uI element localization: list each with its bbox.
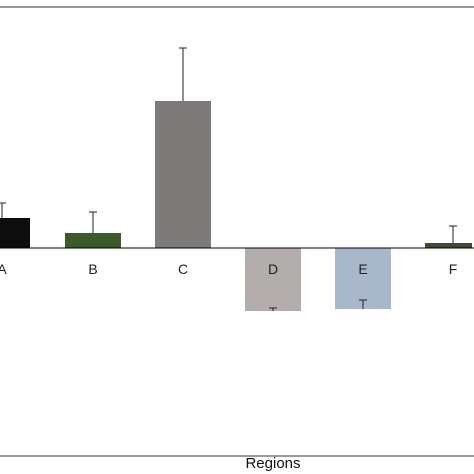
- error-bar-F: [449, 225, 457, 243]
- error-bar-A: [0, 202, 6, 218]
- plot-frame: [0, 6, 474, 457]
- category-labels-layer: A B C D E F: [0, 261, 457, 277]
- error-bar-B: [89, 211, 97, 233]
- category-label-E: E: [358, 261, 367, 277]
- category-label-B: B: [88, 261, 97, 277]
- error-bars-layer: [0, 47, 457, 311]
- bar-F: [425, 243, 472, 248]
- error-bar-C: [179, 47, 187, 101]
- category-label-D: D: [268, 261, 278, 277]
- category-label-A: A: [0, 261, 7, 277]
- bars-layer: [0, 101, 472, 311]
- x-axis-title: Regions: [245, 455, 300, 472]
- bar-E: [335, 248, 391, 309]
- bar-B: [65, 233, 121, 248]
- category-label-F: F: [449, 261, 458, 277]
- bar-A: [0, 218, 30, 248]
- error-bar-E: [359, 299, 367, 309]
- category-label-C: C: [178, 261, 188, 277]
- error-bar-D: [269, 307, 277, 311]
- bar-D: [245, 248, 301, 311]
- bar-C: [155, 101, 211, 248]
